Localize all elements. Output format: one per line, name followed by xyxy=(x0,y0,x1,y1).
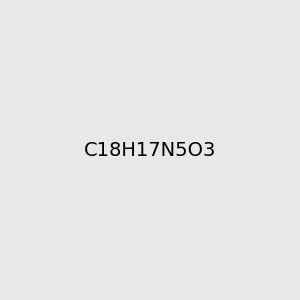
Text: C18H17N5O3: C18H17N5O3 xyxy=(84,140,216,160)
